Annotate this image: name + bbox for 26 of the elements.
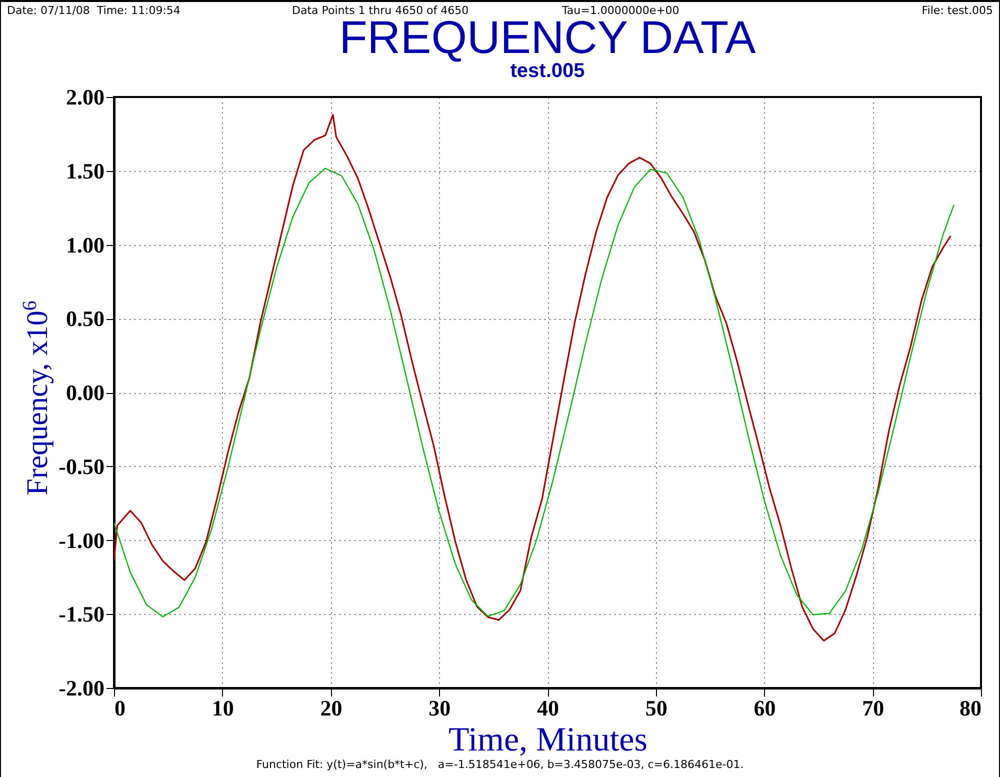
text: Function Fit: y(t)=a*sin(b*t+c), a=-1.518541e+06, b=3.458075e-03, c=6.186461e-01. (255, 758, 745, 771)
text: Tau=1.0000000e+00 (562, 4, 680, 17)
x-tick-label: 60 (754, 696, 776, 720)
y-tick-label: 0.00 (66, 380, 104, 405)
y-tick-label: 0.50 (66, 306, 104, 332)
y-tick-label: -1.00 (58, 528, 104, 553)
text: File: test.005 (922, 4, 993, 17)
chart-subtitle: test.005 (510, 60, 585, 82)
x-tick-label: 20 (320, 696, 342, 720)
y-tick-label: -2.00 (58, 676, 104, 700)
x-tick-label: 10 (212, 696, 234, 720)
y-tick-label: -0.50 (58, 454, 104, 479)
line-series (114, 114, 952, 642)
y-tick-label: 1.50 (66, 158, 104, 184)
x-tick-label: 30 (428, 696, 451, 720)
y-tick-label: 1.00 (66, 232, 104, 258)
x-tick-label: 0 (114, 696, 126, 720)
x-axis-title: Time, Minutes (448, 722, 648, 758)
y-tick-label: -1.50 (58, 602, 104, 627)
text: Date: 07/11/08 Time: 11:09:54 (7, 4, 180, 17)
line-series (114, 168, 955, 618)
x-tick-label: 40 (537, 696, 559, 720)
x-tick-label: 80 (960, 696, 982, 720)
y-tick-label: 2.00 (66, 84, 104, 110)
x-tick-label: 70 (862, 696, 884, 720)
x-tick-label: 50 (645, 696, 668, 720)
